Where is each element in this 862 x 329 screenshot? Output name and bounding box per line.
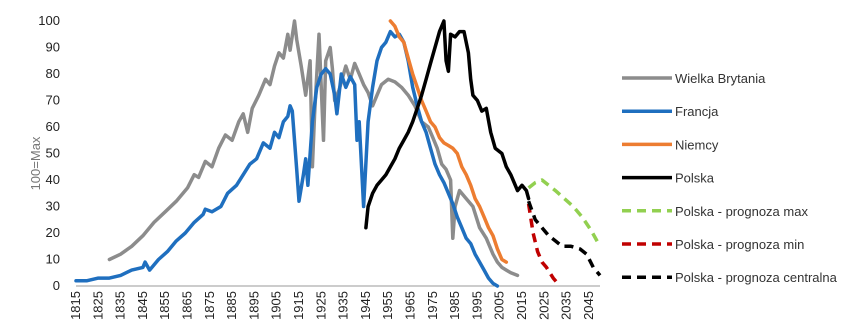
legend-label: Polska - prognoza min xyxy=(675,237,804,252)
x-tick-label: 1925 xyxy=(313,291,328,320)
x-tick-label: 1875 xyxy=(202,291,217,320)
y-tick-label: 100 xyxy=(38,13,60,28)
x-tick-label: 1975 xyxy=(425,291,440,320)
legend-label: Niemcy xyxy=(675,137,719,152)
y-tick-label: 50 xyxy=(46,146,60,161)
y-tick-label: 60 xyxy=(46,119,60,134)
y-tick-label: 90 xyxy=(46,40,60,55)
series-line-francja xyxy=(74,29,500,288)
y-tick-label: 30 xyxy=(46,199,60,214)
x-tick-label: 1885 xyxy=(224,291,239,320)
x-tick-label: 1865 xyxy=(179,291,194,320)
y-axis-ticks: 0 10 20 30 40 50 60 70 80 90 100 xyxy=(38,13,60,293)
series-line-wielka-brytania xyxy=(107,19,520,278)
y-axis-title: 100=Max xyxy=(28,136,43,190)
y-tick-label: 70 xyxy=(46,93,60,108)
legend-label: Polska - prognoza centralna xyxy=(675,270,838,285)
x-tick-label: 2025 xyxy=(536,291,551,320)
x-tick-label: 1905 xyxy=(269,291,284,320)
legend: Wielka Brytania Francja Niemcy Polska Polska… xyxy=(622,71,838,285)
x-tick-label: 1815 xyxy=(68,291,83,320)
y-tick-label: 80 xyxy=(46,66,60,81)
legend-label: Wielka Brytania xyxy=(675,71,766,86)
legend-label: Francja xyxy=(675,104,719,119)
x-tick-label: 1985 xyxy=(447,291,462,320)
y-tick-label: 10 xyxy=(46,252,60,267)
legend-label: Polska - prognoza max xyxy=(675,204,808,219)
x-tick-label: 1955 xyxy=(380,291,395,320)
x-tick-label: 1965 xyxy=(402,291,417,320)
y-tick-label: 0 xyxy=(53,278,60,293)
x-tick-label: 1825 xyxy=(90,291,105,320)
x-tick-label: 2005 xyxy=(492,291,507,320)
series-line-polska-prognoza-max xyxy=(527,178,602,248)
series-line-polska-prognoza-min xyxy=(526,203,562,288)
series-line-niemcy xyxy=(388,19,509,264)
x-tick-label: 1895 xyxy=(246,291,261,320)
x-tick-label: 1995 xyxy=(469,291,484,320)
series-lines xyxy=(74,19,602,288)
x-tick-label: 2035 xyxy=(559,291,574,320)
x-tick-label: 1845 xyxy=(135,291,150,320)
x-tick-label: 1835 xyxy=(113,291,128,320)
y-tick-label: 20 xyxy=(46,225,60,240)
x-tick-label: 1935 xyxy=(336,291,351,320)
x-tick-label: 1855 xyxy=(157,291,172,320)
x-tick-label: 1915 xyxy=(291,291,306,320)
x-tick-label: 1945 xyxy=(358,291,373,320)
x-tick-label: 2015 xyxy=(514,291,529,320)
x-tick-label: 2045 xyxy=(581,291,596,320)
legend-label: Polska xyxy=(675,171,715,186)
series-line-polska xyxy=(364,19,531,230)
series-line-polska-prognoza-centralna xyxy=(526,200,602,277)
y-tick-label: 40 xyxy=(46,172,60,187)
x-axis-ticks: 1815 1825 1835 1845 1855 1865 1875 1885 1895 1905… xyxy=(68,291,596,320)
